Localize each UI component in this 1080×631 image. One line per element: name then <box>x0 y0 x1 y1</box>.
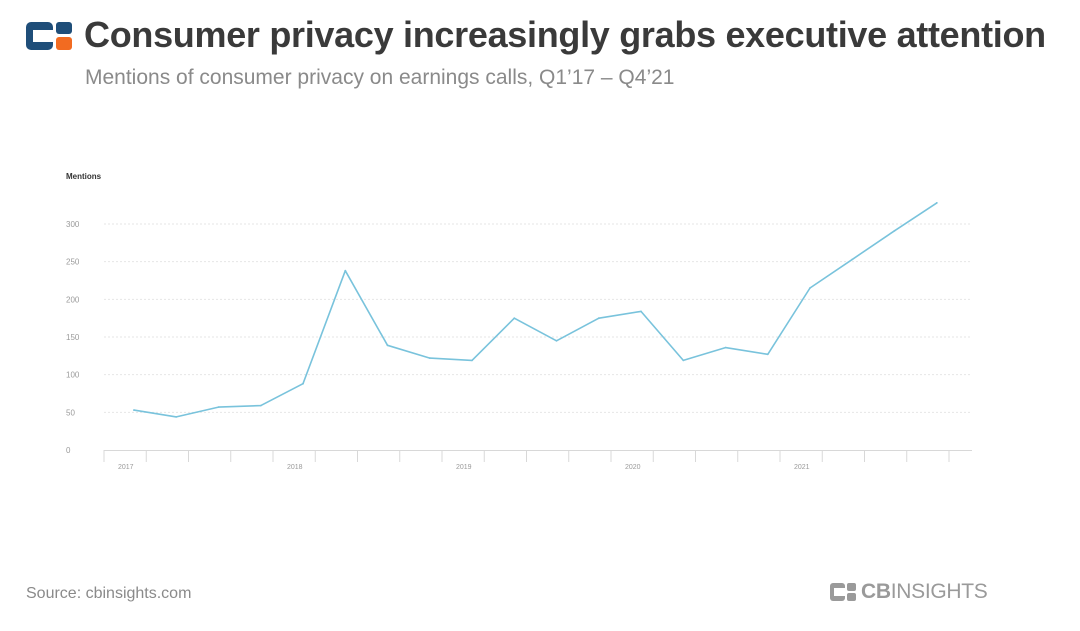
x-year-label: 2021 <box>794 464 810 471</box>
data-point-Q2'21 <box>851 258 854 261</box>
y-tick-label: 100 <box>66 371 80 380</box>
brand-bold: CB <box>861 580 891 603</box>
brand-logo: CBINSIGHTS <box>830 580 988 604</box>
y-tick-label: 200 <box>66 295 80 304</box>
x-year-label: 2018 <box>287 464 303 471</box>
y-tick-label: 50 <box>66 408 75 417</box>
data-point-Q2'20 <box>682 359 685 362</box>
y-tick-label: 150 <box>66 333 80 342</box>
brand-rest: INSIGHTS <box>890 580 988 603</box>
data-point-Q4'19 <box>597 317 600 320</box>
data-point-Q3'17 <box>217 406 220 408</box>
chart-title: Consumer privacy increasingly grabs exec… <box>84 14 1046 55</box>
y-tick-label: 300 <box>66 220 80 229</box>
x-year-label: 2020 <box>625 464 641 471</box>
data-point-Q4'17 <box>259 404 262 407</box>
source-note: Source: cbinsights.com <box>26 585 192 602</box>
y-tick-label: 250 <box>66 258 80 267</box>
data-point-Q1'17 <box>133 409 135 411</box>
data-point-Q2'18 <box>344 269 347 272</box>
data-point-Q1'18 <box>302 382 304 385</box>
data-point-Q3'21 <box>893 229 896 232</box>
data-point-Q1'21 <box>809 287 811 289</box>
chart-subtitle: Mentions of consumer privacy on earnings… <box>85 66 675 89</box>
data-point-Q2'17 <box>175 416 178 418</box>
y-tick-label: 0 <box>66 446 71 455</box>
cb-insights-logo-icon <box>26 22 72 50</box>
data-point-Q3'20 <box>724 346 727 349</box>
data-point-Q4'18 <box>428 357 431 359</box>
data-point-Q3'18 <box>386 344 389 347</box>
data-point-Q2'19 <box>513 317 516 320</box>
data-line-series-0 <box>133 202 938 418</box>
y-axis-label: Mentions <box>66 172 102 181</box>
data-point-Q4'20 <box>766 353 769 356</box>
data-point-Q1'19 <box>471 359 473 362</box>
x-year-label: 2019 <box>456 464 472 471</box>
x-year-label: 2017 <box>118 464 134 471</box>
cb-insights-logo-icon <box>830 583 856 601</box>
data-point-Q3'19 <box>555 339 558 342</box>
data-point-Q1'20 <box>640 310 642 313</box>
data-point-Q4'21 <box>935 202 938 204</box>
